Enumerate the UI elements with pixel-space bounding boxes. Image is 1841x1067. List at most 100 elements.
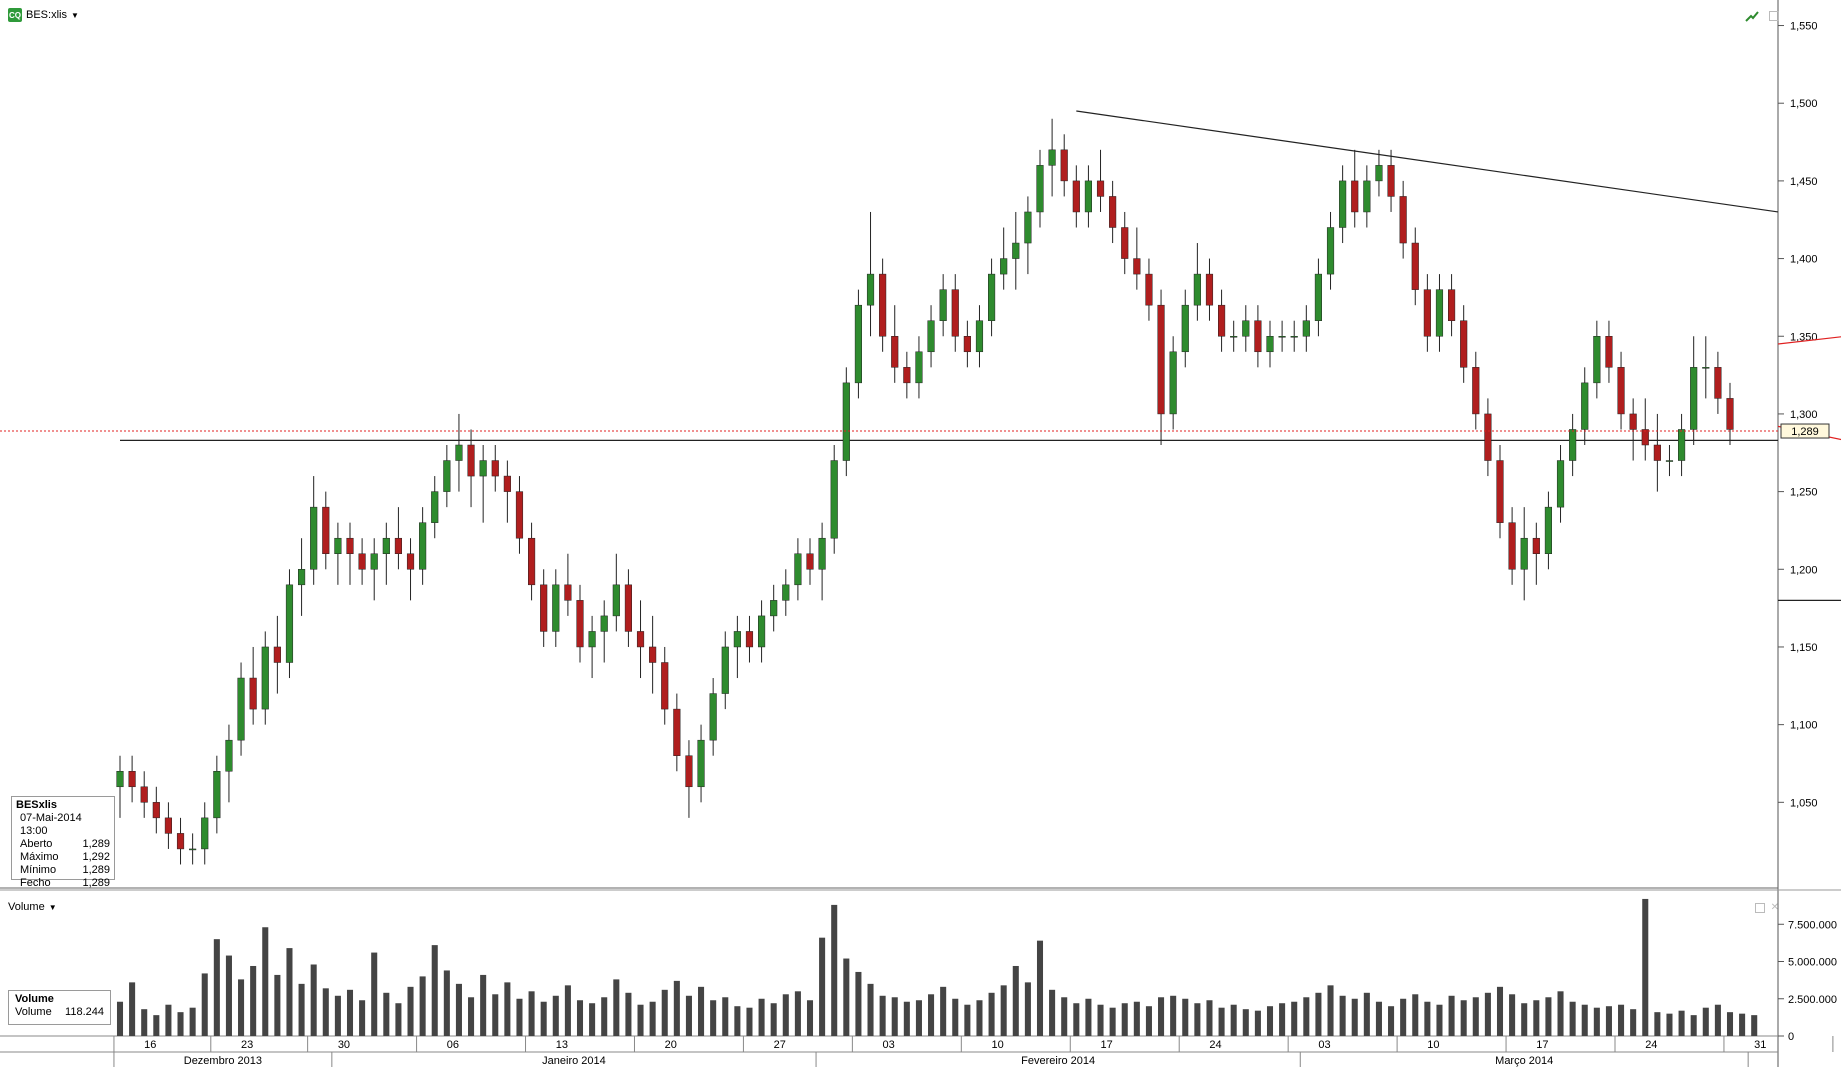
volume-bar (129, 982, 136, 1036)
candle-body (1169, 351, 1177, 415)
candle-body (1314, 273, 1323, 321)
candle-body (322, 506, 330, 554)
candle-body (346, 537, 354, 555)
candle-body (1423, 289, 1431, 337)
volume-bar (443, 970, 450, 1036)
volume-bar (1714, 1004, 1721, 1036)
time-tick-label: 17 (1536, 1039, 1548, 1051)
volume-bar (770, 1003, 777, 1036)
volume-bar (504, 982, 511, 1036)
svg-text:1,289: 1,289 (1791, 426, 1819, 438)
candle-body (830, 460, 838, 539)
volume-bar (1194, 1003, 1201, 1036)
volume-bar (1605, 1006, 1612, 1036)
candle-body (866, 273, 875, 306)
candle-body (1072, 180, 1080, 213)
candle-body (1230, 336, 1238, 338)
volume-bar (661, 989, 668, 1036)
volume-bar (782, 994, 789, 1036)
candle-body (685, 755, 693, 788)
volume-bar (1436, 1004, 1443, 1036)
candle-body (1435, 289, 1444, 337)
volume-bar (1363, 992, 1370, 1036)
volume-bar (431, 945, 438, 1036)
volume-bar (359, 1000, 366, 1036)
volume-bar (286, 948, 293, 1036)
volume-bar (1424, 1001, 1431, 1036)
volume-bar (1460, 1000, 1467, 1036)
price-tick-label: 1,450 (1790, 176, 1818, 188)
candle-body (128, 771, 136, 788)
price-tick-label: 1,400 (1790, 254, 1818, 266)
time-tick-label: 31 (1754, 1039, 1766, 1051)
candle-body (1145, 273, 1153, 306)
candle-body (552, 584, 560, 632)
volume-bar (891, 997, 898, 1036)
price-tick-label: 1,500 (1790, 98, 1818, 110)
time-tick-label: 06 (447, 1039, 459, 1051)
volbox-row: Volume 118.244 (15, 1006, 104, 1018)
volume-bar (238, 979, 245, 1036)
volume-bar (480, 974, 487, 1036)
volume-bar (383, 992, 390, 1036)
volume-bar (116, 1001, 124, 1036)
trend-icon[interactable] (1745, 10, 1759, 22)
candle-body (455, 444, 463, 461)
time-tick-label: 10 (992, 1039, 1004, 1051)
volume-label[interactable]: Volume (8, 901, 45, 913)
candle-body (491, 460, 499, 477)
candle-body (1448, 289, 1456, 321)
candle-body (1109, 196, 1117, 228)
volume-bar (334, 995, 341, 1036)
volume-bar (346, 989, 354, 1036)
volume-bar (1242, 1009, 1249, 1036)
volume-tick-label: 0 (1788, 1031, 1794, 1043)
candle-body (1024, 211, 1032, 244)
candle-body (1084, 180, 1093, 213)
candle-body (1157, 304, 1165, 415)
volume-bar (1654, 1012, 1661, 1036)
volume-bar (637, 1004, 644, 1036)
volume-bar (915, 1000, 922, 1036)
volume-bar (576, 1000, 584, 1036)
price-tick-label: 1,550 (1790, 21, 1818, 33)
restore-icon[interactable] (1769, 11, 1779, 21)
candle-body (733, 631, 741, 648)
volume-bar (1061, 997, 1068, 1036)
volume-bar (903, 1001, 910, 1036)
volume-bar (177, 1012, 184, 1036)
candle-body (1290, 336, 1298, 338)
month-label: Março 2014 (1495, 1055, 1553, 1067)
candle-body (806, 553, 814, 570)
candle-body (1532, 537, 1540, 555)
candle-body (1012, 242, 1020, 259)
candle-body (382, 537, 390, 555)
candle-body (854, 304, 862, 384)
restore-icon[interactable] (1754, 902, 1765, 913)
volume-bar (1000, 985, 1007, 1036)
volume-bar (1533, 1000, 1540, 1036)
price-tick-label: 1,200 (1790, 564, 1818, 576)
candle-body (709, 693, 717, 741)
volume-bar (189, 1007, 196, 1036)
volume-bar (1509, 994, 1516, 1036)
volume-bar (1545, 997, 1552, 1036)
close-icon[interactable]: ✕ (1770, 902, 1779, 913)
volume-bar (1472, 997, 1479, 1036)
candle-body (721, 646, 729, 694)
volume-bar (153, 1015, 160, 1036)
symbol-label[interactable]: BES:xlis (26, 9, 67, 21)
candle-body (225, 739, 233, 772)
volume-bar (1279, 1003, 1286, 1036)
candle-body (624, 584, 632, 632)
chevron-down-icon[interactable]: ▼ (48, 902, 57, 912)
volume-bar (1726, 1012, 1734, 1036)
volume-bar (1049, 989, 1056, 1036)
candle-body (1593, 336, 1601, 384)
candle-body (636, 631, 645, 648)
volume-bar (710, 1000, 717, 1036)
volume-axis: 7.500.000 5.000.000 2.500.000 0 (1778, 919, 1837, 1043)
chevron-down-icon[interactable]: ▼ (70, 10, 79, 20)
volume-bar (952, 998, 959, 1036)
